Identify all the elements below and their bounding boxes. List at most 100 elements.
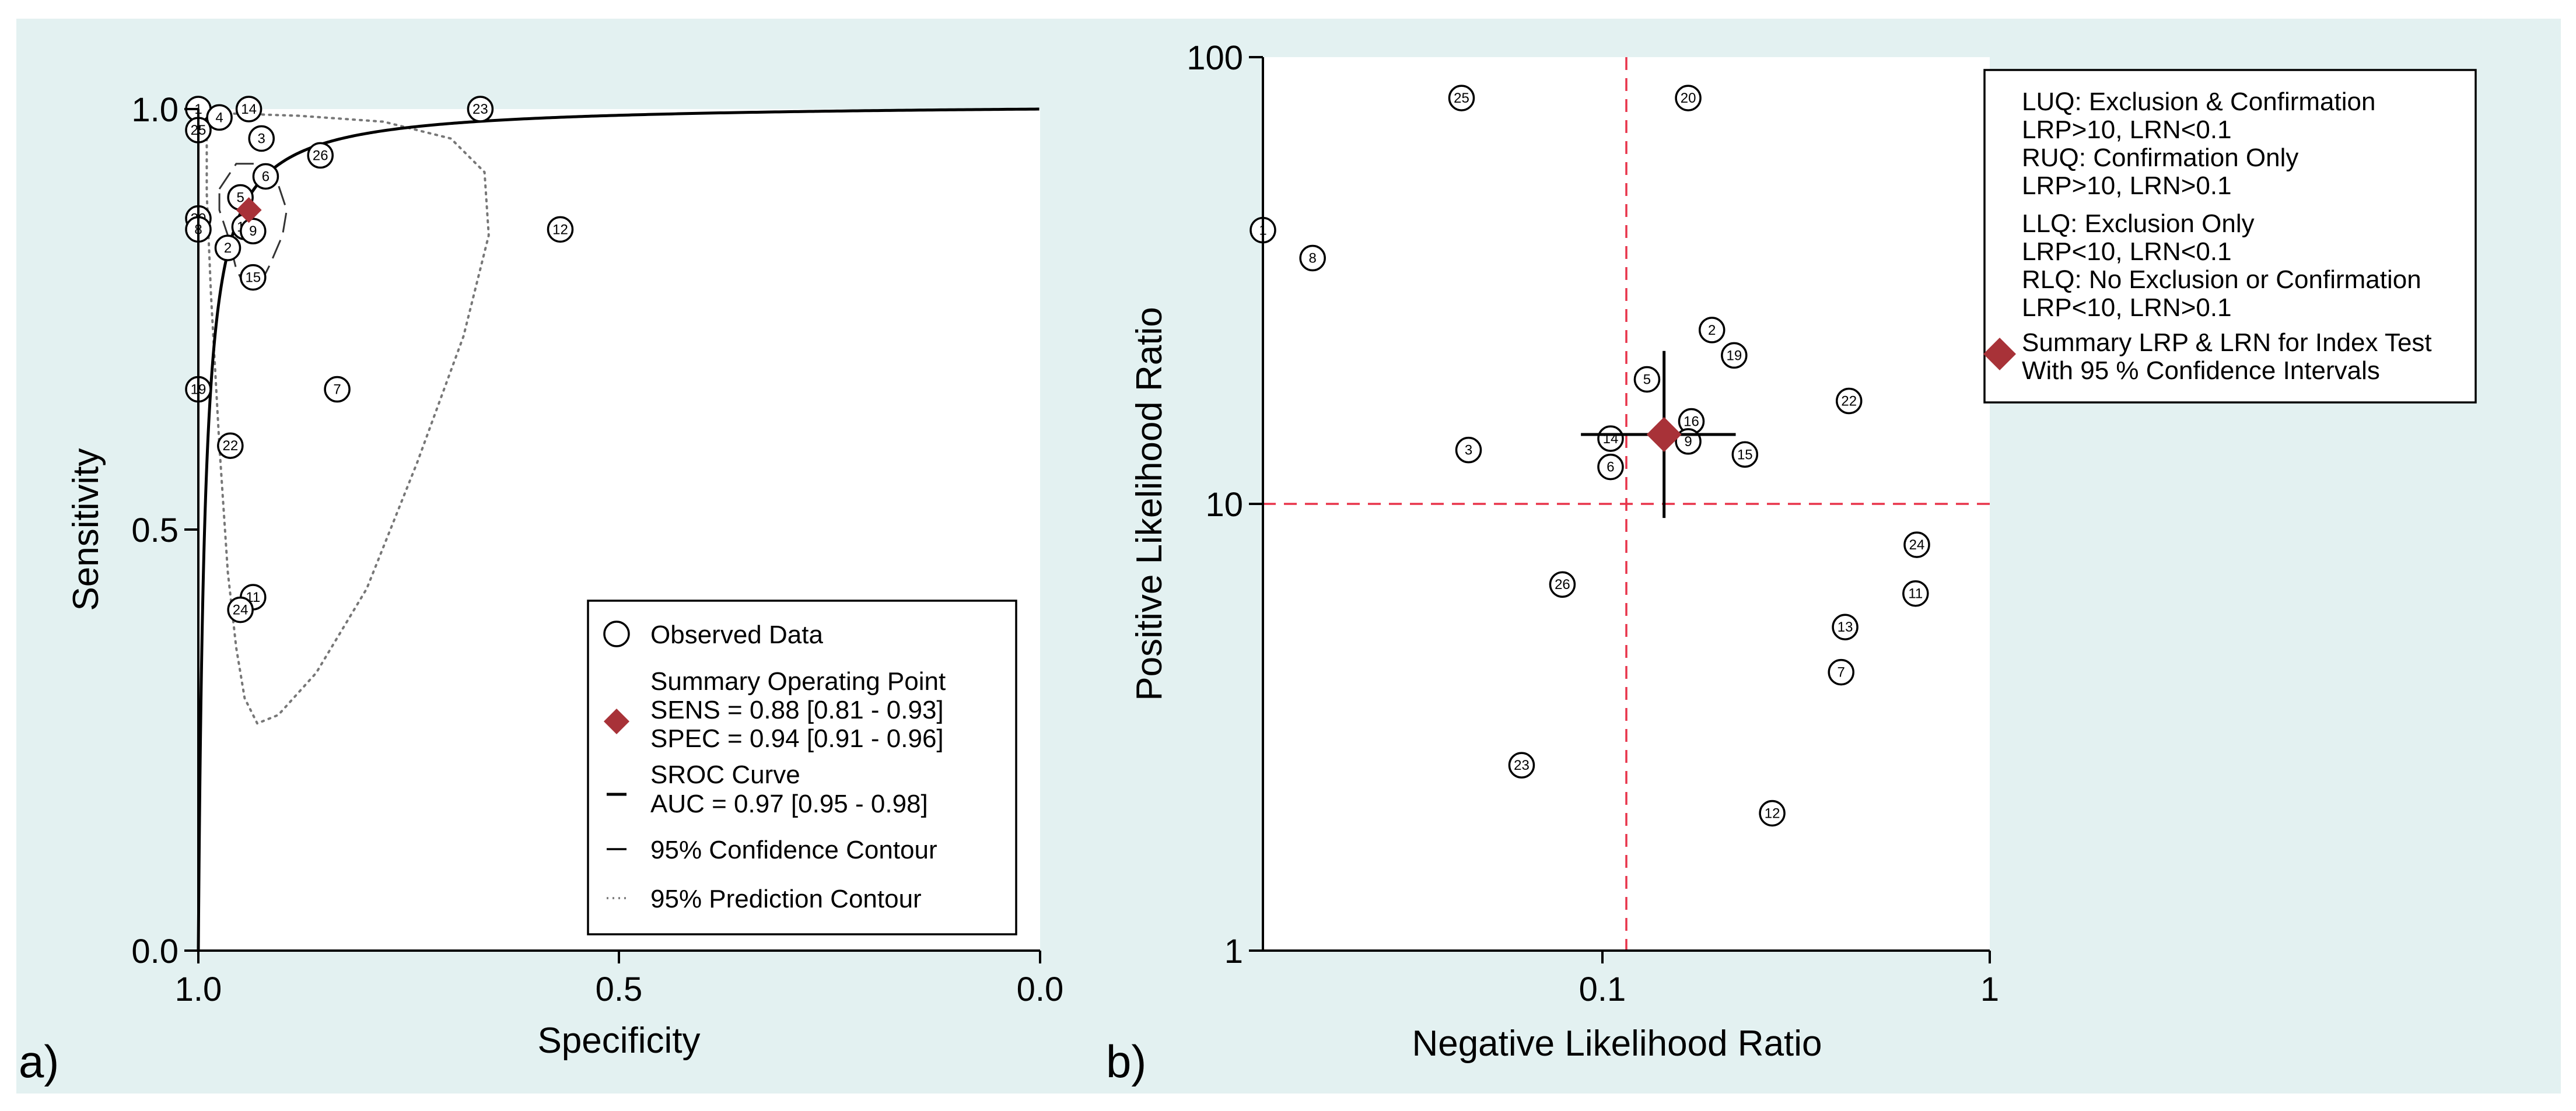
prediction-contour xyxy=(205,112,490,725)
study-2-label: 2 xyxy=(224,240,232,256)
legend-spec-value: SPEC = 0.94 [0.91 - 0.96] xyxy=(650,724,944,753)
study-12-circle xyxy=(547,216,574,243)
legend-ruq-rule: LRP>10, LRN>0.1 xyxy=(2022,171,2232,200)
legend-sroc-title: SROC Curve xyxy=(650,760,800,789)
study-3-label: 3 xyxy=(1465,443,1472,458)
study-6-label: 6 xyxy=(1606,460,1614,475)
study-14-circle xyxy=(1597,425,1624,452)
study-19-label: 19 xyxy=(1726,348,1742,363)
study-22-circle xyxy=(217,432,244,459)
study-14-circle xyxy=(235,96,262,122)
sroc-y-tick-label-1: 1.0 xyxy=(131,91,178,129)
legend-llq-title: LLQ: Exclusion Only xyxy=(2022,209,2255,238)
legend-rlq-title: RLQ: No Exclusion or Confirmation xyxy=(2022,265,2421,294)
study-7-label: 7 xyxy=(333,382,341,398)
prediction-contour-group xyxy=(205,112,490,725)
panel-label-a: a) xyxy=(19,1036,59,1087)
study-20-circle xyxy=(1675,85,1702,111)
sroc-x-tick-label-0: 0.0 xyxy=(1017,970,1064,1008)
panel-label-b: b) xyxy=(1106,1036,1146,1087)
study-16-label: 16 xyxy=(1684,414,1699,430)
study-25-label: 25 xyxy=(1454,90,1469,106)
study-9-circle xyxy=(240,218,267,244)
legend-luq-rule: LRP>10, LRN<0.1 xyxy=(2022,115,2232,144)
study-26-circle xyxy=(307,142,334,169)
lr-legend-box xyxy=(1983,69,2477,404)
study-15-circle xyxy=(240,264,267,291)
sroc-y-tick-label-05: 0.5 xyxy=(131,511,178,549)
study-4-label: 4 xyxy=(215,110,223,125)
study-6-circle xyxy=(1597,453,1624,481)
legend-luq-title: LUQ: Exclusion & Confirmation xyxy=(2022,87,2375,116)
study-23-label: 23 xyxy=(1514,758,1530,773)
legend-lr-summary-diamond xyxy=(1983,338,2016,370)
legend-summary-title: Summary Operating Point xyxy=(650,667,946,696)
study-24-circle xyxy=(1903,531,1930,558)
lr-x-tick-label-1: 1 xyxy=(1980,970,1999,1008)
sroc-y-axis-title: Sensitivity xyxy=(66,448,106,611)
figure-canvas: 141425323266520816921215197221124 1.0 0.… xyxy=(19,39,2477,1087)
study-13-circle xyxy=(1832,614,1859,640)
study-23-label: 23 xyxy=(473,101,488,117)
study-15-circle xyxy=(1731,441,1759,468)
study-19-circle xyxy=(1721,342,1748,369)
study-12-circle xyxy=(1759,800,1786,827)
study-12-label: 12 xyxy=(552,222,568,237)
legend-lr-summary-line2: With 95 % Confidence Intervals xyxy=(2022,356,2380,385)
legend-prediction-label: 95% Prediction Contour xyxy=(650,885,922,913)
sroc-summary-group xyxy=(236,197,262,223)
legend-auc-value: AUC = 0.97 [0.95 - 0.98] xyxy=(650,790,928,818)
legend-observed-symbol xyxy=(603,621,630,647)
figure-background: 141425323266520816921215197221124 1.0 0.… xyxy=(16,19,2561,1094)
sroc-x-tick-label-1: 1.0 xyxy=(175,970,222,1008)
lr-y-tick-label-1: 1 xyxy=(1224,933,1243,970)
lr-y-tick-label-10: 10 xyxy=(1205,486,1243,524)
study-5-circle xyxy=(1633,366,1661,393)
study-15-label: 15 xyxy=(1737,447,1753,462)
lr-summary-diamond xyxy=(1646,417,1682,453)
study-24-circle xyxy=(227,596,254,623)
study-4-circle xyxy=(206,104,233,131)
study-2-label: 2 xyxy=(1708,323,1716,338)
legend-lr-summary-line1: Summary LRP & LRN for Index Test xyxy=(2022,328,2432,357)
study-3-circle xyxy=(248,125,275,152)
sroc-legend-box xyxy=(587,600,1017,935)
study-9-label: 9 xyxy=(1684,434,1692,450)
study-3-circle xyxy=(1455,436,1482,464)
study-2-circle xyxy=(1698,317,1726,344)
lr-x-axis-title: Negative Likelihood Ratio xyxy=(1412,1024,1822,1064)
study-7-circle xyxy=(1828,658,1854,686)
lr-summary-group xyxy=(1581,351,1736,518)
study-20-label: 20 xyxy=(1681,90,1696,106)
study-12-label: 12 xyxy=(1765,805,1780,821)
study-22-circle xyxy=(1836,387,1863,415)
sroc-panel: 141425323266520816921215197221124 1.0 0.… xyxy=(19,91,1063,1087)
study-26-circle xyxy=(1549,571,1576,598)
lr-x-tick-label-01: 0.1 xyxy=(1579,970,1626,1008)
study-2-circle xyxy=(214,234,242,261)
sroc-x-axis-title: Specificity xyxy=(537,1021,700,1061)
study-15-label: 15 xyxy=(245,270,261,286)
study-26-label: 26 xyxy=(1555,577,1570,593)
sroc-curve xyxy=(197,107,1040,951)
sroc-x-tick-label-05: 0.5 xyxy=(596,970,643,1008)
study-14-label: 14 xyxy=(241,101,257,117)
study-5-label: 5 xyxy=(1643,371,1651,387)
study-25-circle xyxy=(1448,85,1475,111)
legend-rlq-rule: LRP<10, LRN>0.1 xyxy=(2022,293,2232,322)
study-9-label: 9 xyxy=(249,223,257,239)
legend-observed-label: Observed Data xyxy=(650,621,823,649)
sroc-curve-group xyxy=(197,107,1040,951)
study-5-label: 5 xyxy=(236,190,244,206)
lr-reference-lines xyxy=(1263,57,1990,951)
legend-summary-diamond xyxy=(604,709,629,734)
study-11-circle xyxy=(1902,580,1929,607)
lr-y-axis-title: Positive Likelihood Ratio xyxy=(1129,307,1170,701)
study-8-label: 8 xyxy=(1308,251,1316,267)
study-8-circle xyxy=(1299,244,1326,272)
sroc-summary-diamond xyxy=(236,197,262,223)
study-22-label: 22 xyxy=(1841,393,1857,409)
lr-legend: LUQ: Exclusion & Confirmation LRP>10, LR… xyxy=(1983,69,2477,404)
